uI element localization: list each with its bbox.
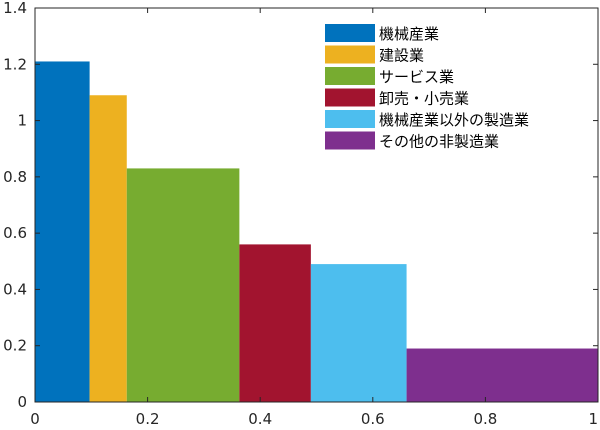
legend-label-2: 建設業	[379, 47, 424, 65]
legend-swatch-6	[325, 131, 375, 150]
bar-4	[239, 244, 311, 402]
bar-2	[89, 95, 127, 402]
legend-label-1: 機械産業	[379, 25, 439, 43]
y-tick-label: 0.6	[3, 224, 27, 242]
legend-swatch-4	[325, 88, 375, 107]
bar-1	[35, 61, 90, 402]
axes-box	[34, 7, 599, 403]
x-tick-label: 0.4	[248, 410, 272, 428]
x-tick-label: 0.6	[361, 410, 385, 428]
x-tick-label: 0.2	[136, 410, 160, 428]
y-tick-label: 0.4	[3, 280, 27, 298]
legend-label-4: 卸売・小売業	[379, 90, 469, 108]
x-tick-label: 0.8	[473, 410, 497, 428]
x-tick-label: 1	[588, 410, 598, 428]
bar-5	[310, 264, 407, 402]
legend-swatch-5	[325, 110, 375, 128]
bars-group	[35, 61, 598, 402]
legend-label-5: 機械産業以外の製造業	[379, 111, 529, 129]
legend-swatch-1	[325, 24, 375, 42]
y-tick-label: 1	[17, 112, 27, 130]
y-tick-label: 1.2	[3, 55, 27, 73]
axes-group: 0 0.2 0.4 0.6 0.8 1 0 0.2 0.4 0.6 0.8 1 1.2 1.4	[3, 0, 599, 428]
y-tick-label: 1.4	[3, 0, 27, 17]
bar-3	[126, 168, 240, 402]
y-tick-label: 0	[17, 393, 27, 411]
legend-label-3: サービス業	[379, 68, 454, 86]
legend-swatch-3	[325, 67, 375, 85]
y-tick-label: 0.2	[3, 337, 27, 355]
legend-swatch-2	[325, 45, 375, 64]
x-tick-label: 0	[30, 410, 40, 428]
legend-label-6: その他の非製造業	[379, 133, 499, 151]
y-tick-label: 0.8	[3, 168, 27, 186]
bar-6	[406, 348, 598, 402]
